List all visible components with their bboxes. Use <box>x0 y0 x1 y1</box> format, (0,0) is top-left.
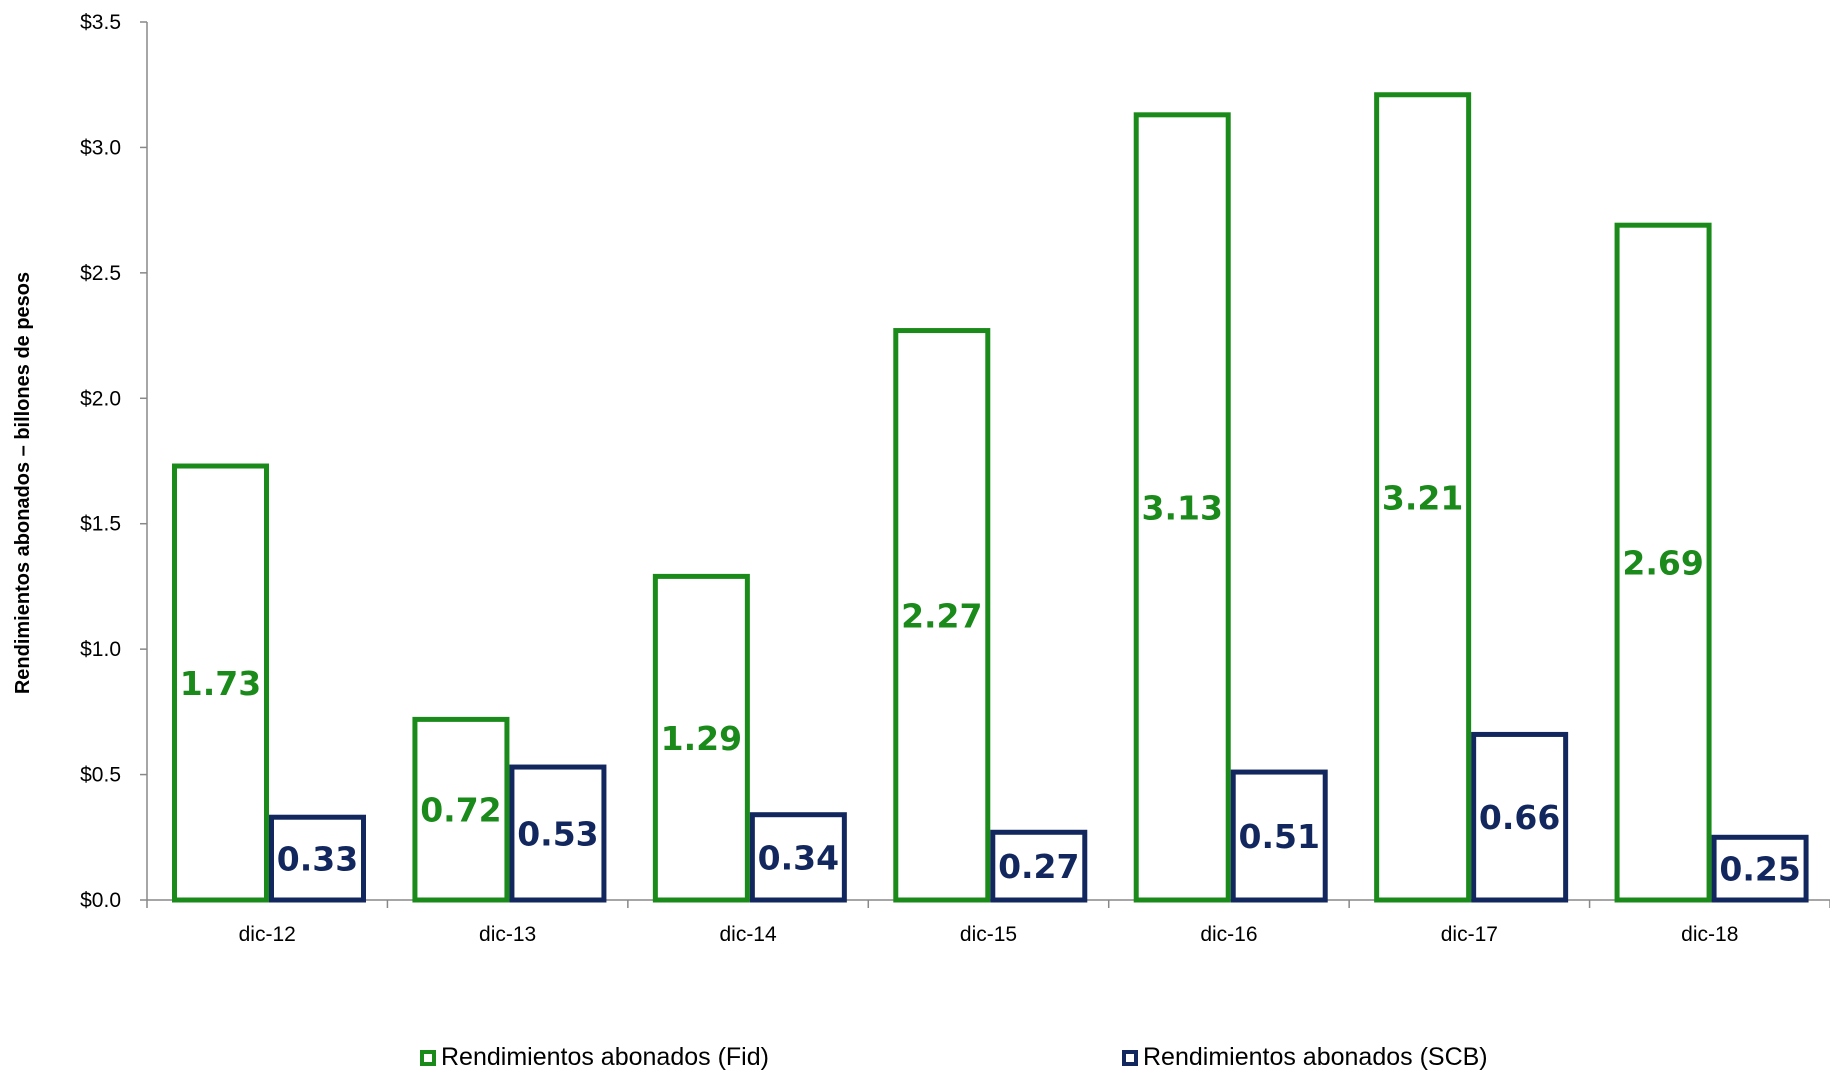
data-label-fid: 1.73 <box>180 664 261 703</box>
y-tick-label: $1.0 <box>80 638 121 661</box>
y-axis-title: Rendimientos abonados – billones de peso… <box>12 272 34 694</box>
bar-scb <box>1471 731 1569 903</box>
data-labels: 1.73 0.72 1.29 2.27 3.13 3.21 2.69 0.33 0.53 0.34… <box>180 478 1801 888</box>
bars <box>172 92 1809 903</box>
bar-fid <box>652 573 750 903</box>
bar-fid <box>172 463 269 903</box>
x-tick-label: dic-15 <box>960 923 1017 946</box>
bar-scb <box>509 764 607 903</box>
y-tick-label: $1.5 <box>80 513 121 536</box>
x-tick-label: dic-18 <box>1681 923 1738 946</box>
bar-fid <box>893 328 991 903</box>
bar-scb <box>749 812 847 903</box>
data-label-fid: 2.27 <box>901 596 982 635</box>
data-label-scb: 0.33 <box>277 840 358 879</box>
data-label-fid: 1.29 <box>661 719 742 758</box>
legend-swatch-fid <box>420 1049 436 1066</box>
x-tick-label: dic-16 <box>1200 923 1257 946</box>
data-label-fid: 3.21 <box>1382 478 1463 517</box>
data-label-scb: 0.34 <box>758 838 839 877</box>
data-label-scb: 0.53 <box>517 815 598 854</box>
legend-label-scb: Rendimientos abonados (SCB) <box>1143 1043 1488 1071</box>
x-tick-label: dic-13 <box>479 923 536 946</box>
bar-scb <box>1230 769 1328 903</box>
bar-scb <box>990 829 1088 903</box>
data-label-fid: 2.69 <box>1622 544 1703 583</box>
legend-label-fid: Rendimientos abonados (Fid) <box>441 1043 769 1071</box>
y-tick-label: $2.5 <box>80 262 121 285</box>
y-tick-label: $2.0 <box>80 387 121 410</box>
legend-item-fid: Rendimientos abonados (Fid) <box>420 1043 769 1072</box>
bar-fid <box>1133 112 1231 903</box>
data-label-scb: 0.27 <box>998 847 1079 886</box>
data-label-scb: 0.25 <box>1719 850 1800 889</box>
bar-scb <box>269 814 366 903</box>
legend-swatch-scb <box>1122 1049 1138 1066</box>
legend-item-scb: Rendimientos abonados (SCB) <box>1122 1043 1488 1072</box>
bar-fid <box>1374 92 1472 903</box>
y-tick-label: $3.0 <box>80 136 121 159</box>
y-tick-label: $3.5 <box>80 11 121 34</box>
data-label-fid: 3.13 <box>1142 488 1223 527</box>
y-axis-ticks: $0.0 $0.5 $1.0 $1.5 $2.0 $2.5 $3.0 $3.5 <box>80 11 147 912</box>
y-tick-label: $0.5 <box>80 764 121 787</box>
x-tick-label: dic-17 <box>1441 923 1498 946</box>
data-label-fid: 0.72 <box>420 791 501 830</box>
x-axis-ticks: dic-12 dic-13 dic-14 dic-15 dic-16 dic-17 dic-… <box>146 900 1830 946</box>
x-tick-label: dic-12 <box>239 923 296 946</box>
x-tick-label: dic-14 <box>719 923 777 946</box>
data-label-scb: 0.66 <box>1479 798 1560 837</box>
bar-fid <box>1614 222 1712 903</box>
bar-fid <box>412 716 510 903</box>
y-tick-label: $0.0 <box>80 889 121 912</box>
data-label-scb: 0.51 <box>1239 817 1320 856</box>
bar-scb <box>1711 834 1809 903</box>
